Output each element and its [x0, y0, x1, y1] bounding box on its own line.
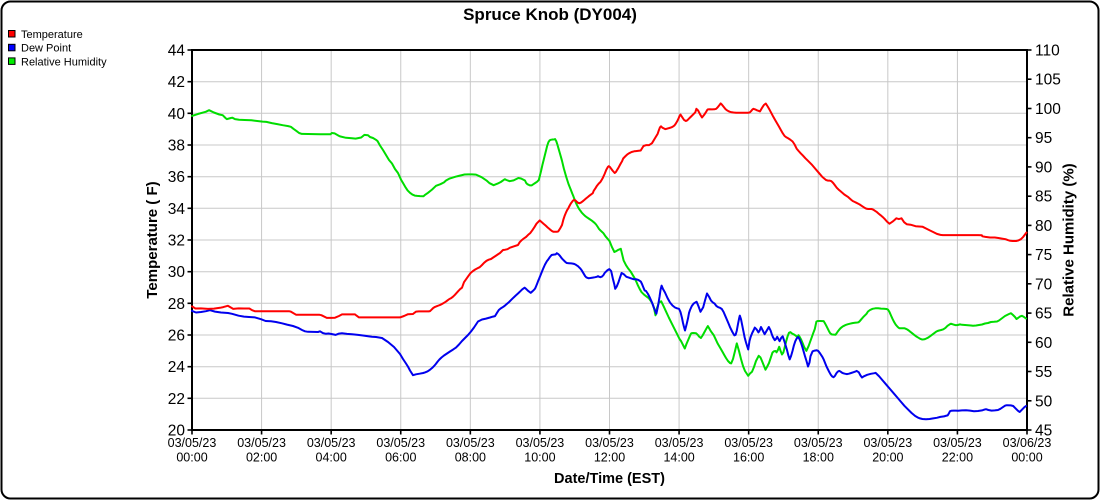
svg-text:80: 80: [1035, 218, 1053, 235]
svg-text:50: 50: [1035, 393, 1053, 410]
svg-text:Date/Time (EST): Date/Time (EST): [554, 471, 665, 487]
svg-text:03/05/23: 03/05/23: [863, 436, 912, 450]
svg-text:03/05/23: 03/05/23: [585, 436, 634, 450]
svg-text:28: 28: [168, 296, 185, 313]
svg-text:30: 30: [168, 264, 186, 281]
svg-text:03/05/23: 03/05/23: [168, 436, 217, 450]
svg-text:Dew Point: Dew Point: [21, 43, 71, 55]
svg-text:Temperature: Temperature: [21, 29, 83, 41]
svg-text:03/05/23: 03/05/23: [724, 436, 773, 450]
svg-text:Spruce Knob (DY004): Spruce Knob (DY004): [463, 5, 637, 24]
svg-text:03/05/23: 03/05/23: [655, 436, 704, 450]
svg-text:03/05/23: 03/05/23: [933, 436, 982, 450]
svg-text:00:00: 00:00: [1011, 451, 1042, 465]
svg-text:03/05/23: 03/05/23: [516, 436, 565, 450]
svg-text:08:00: 08:00: [455, 451, 486, 465]
svg-text:22: 22: [168, 391, 185, 408]
svg-text:36: 36: [168, 169, 185, 186]
svg-text:38: 38: [168, 138, 185, 155]
svg-text:20:00: 20:00: [872, 451, 903, 465]
svg-text:40: 40: [168, 106, 186, 123]
svg-text:18:00: 18:00: [803, 451, 834, 465]
svg-text:03/05/23: 03/05/23: [794, 436, 843, 450]
svg-text:24: 24: [168, 359, 186, 376]
svg-text:85: 85: [1035, 189, 1052, 206]
svg-text:100: 100: [1035, 101, 1061, 118]
svg-text:32: 32: [168, 233, 185, 250]
svg-text:60: 60: [1035, 335, 1053, 352]
svg-text:02:00: 02:00: [246, 451, 277, 465]
svg-text:12:00: 12:00: [594, 451, 625, 465]
svg-text:10:00: 10:00: [524, 451, 555, 465]
svg-text:Relative Humidity: Relative Humidity: [21, 56, 107, 68]
svg-text:03/06/23: 03/06/23: [1003, 436, 1052, 450]
svg-text:00:00: 00:00: [176, 451, 207, 465]
svg-text:14:00: 14:00: [663, 451, 694, 465]
svg-text:03/05/23: 03/05/23: [307, 436, 356, 450]
svg-text:16:00: 16:00: [733, 451, 764, 465]
svg-text:26: 26: [168, 328, 185, 345]
svg-text:20: 20: [168, 423, 186, 440]
svg-text:Temperature ( F): Temperature ( F): [144, 181, 161, 298]
svg-text:75: 75: [1035, 247, 1052, 264]
svg-text:03/05/23: 03/05/23: [376, 436, 425, 450]
svg-text:110: 110: [1035, 43, 1060, 60]
svg-text:Relative Humidity (%): Relative Humidity (%): [1061, 163, 1078, 316]
svg-text:105: 105: [1035, 72, 1061, 89]
svg-text:03/05/23: 03/05/23: [237, 436, 286, 450]
svg-text:22:00: 22:00: [942, 451, 973, 465]
svg-text:06:00: 06:00: [385, 451, 416, 465]
svg-text:42: 42: [168, 74, 185, 91]
svg-text:34: 34: [168, 201, 186, 218]
svg-text:90: 90: [1035, 159, 1053, 176]
svg-text:55: 55: [1035, 364, 1052, 381]
svg-text:65: 65: [1035, 306, 1052, 323]
svg-text:70: 70: [1035, 276, 1053, 293]
svg-text:03/05/23: 03/05/23: [446, 436, 495, 450]
svg-text:45: 45: [1035, 423, 1052, 440]
svg-text:95: 95: [1035, 130, 1052, 147]
svg-text:44: 44: [168, 43, 186, 60]
svg-text:04:00: 04:00: [316, 451, 347, 465]
